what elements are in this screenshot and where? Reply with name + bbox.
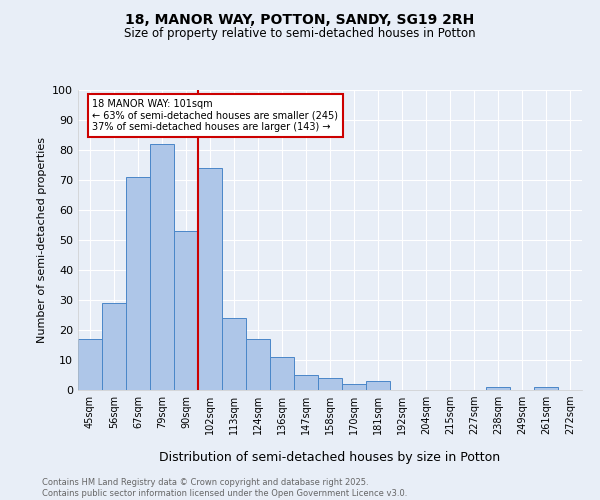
Text: 18, MANOR WAY, POTTON, SANDY, SG19 2RH: 18, MANOR WAY, POTTON, SANDY, SG19 2RH (125, 12, 475, 26)
Y-axis label: Number of semi-detached properties: Number of semi-detached properties (37, 137, 47, 343)
Bar (198, 168, 222, 390)
Bar (174, 231, 198, 390)
Text: 18 MANOR WAY: 101sqm
← 63% of semi-detached houses are smaller (245)
37% of semi: 18 MANOR WAY: 101sqm ← 63% of semi-detac… (92, 99, 338, 132)
Bar (534, 387, 558, 390)
Text: Size of property relative to semi-detached houses in Potton: Size of property relative to semi-detach… (124, 28, 476, 40)
Bar (150, 144, 174, 390)
Bar (294, 375, 318, 390)
Bar (102, 303, 126, 390)
Text: Contains HM Land Registry data © Crown copyright and database right 2025.
Contai: Contains HM Land Registry data © Crown c… (42, 478, 407, 498)
Bar (342, 384, 366, 390)
Bar (78, 339, 102, 390)
Bar (486, 387, 510, 390)
Bar (222, 318, 246, 390)
Bar (246, 339, 270, 390)
Bar (366, 381, 390, 390)
Bar (318, 378, 342, 390)
Bar (270, 357, 294, 390)
Text: Distribution of semi-detached houses by size in Potton: Distribution of semi-detached houses by … (160, 451, 500, 464)
Bar (126, 177, 150, 390)
